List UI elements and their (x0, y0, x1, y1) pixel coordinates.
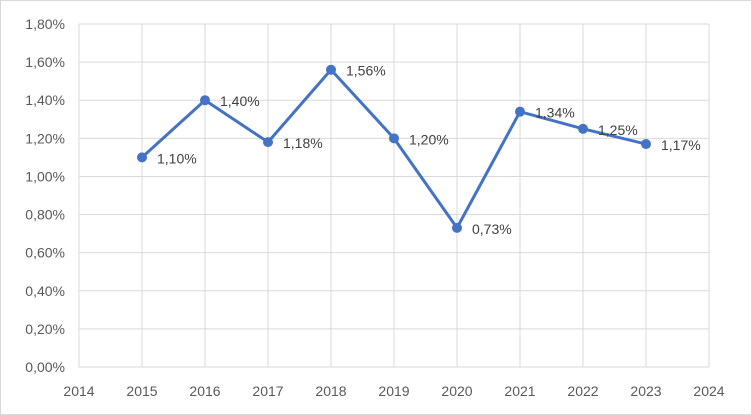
x-tick-label: 2022 (567, 383, 598, 399)
y-tick-label: 0,60% (25, 245, 65, 261)
x-tick-label: 2016 (189, 383, 220, 399)
data-label: 1,56% (346, 63, 386, 79)
y-tick-label: 0,20% (25, 321, 65, 337)
data-label: 1,25% (598, 122, 638, 138)
x-tick-label: 2019 (378, 383, 409, 399)
data-label: 1,34% (535, 105, 575, 121)
x-tick-label: 2023 (630, 383, 661, 399)
y-tick-label: 1,40% (25, 92, 65, 108)
x-tick-label: 2020 (441, 383, 472, 399)
data-label: 1,18% (283, 135, 323, 151)
data-point-marker (515, 106, 525, 117)
x-tick-label: 2014 (63, 383, 94, 399)
y-tick-label: 1,80% (25, 16, 65, 32)
data-label: 1,10% (157, 150, 197, 166)
data-point-marker (452, 222, 462, 233)
data-point-marker (137, 152, 147, 163)
data-point-marker (326, 64, 336, 75)
x-tick-label: 2021 (504, 383, 535, 399)
data-point-marker (578, 123, 588, 134)
x-tick-label: 2015 (126, 383, 157, 399)
data-point-marker (389, 133, 399, 144)
x-tick-label: 2017 (252, 383, 283, 399)
x-tick-label: 2024 (693, 383, 724, 399)
axes: 0,00% 0,20% 0,40% 0,60% 0,80% 1,00% 1,20% 1,40%… (25, 16, 724, 399)
y-tick-label: 1,20% (25, 130, 65, 146)
gridlines (78, 23, 710, 368)
data-series (137, 64, 651, 233)
y-tick-label: 0,80% (25, 207, 65, 223)
data-label: 1,20% (409, 131, 449, 147)
data-label: 1,40% (220, 93, 260, 109)
data-label: 0,73% (472, 221, 512, 237)
data-labels: 1,10% 1,40% 1,18% 1,56% 1,20% 0,73% 1,34% 1,25%… (157, 63, 701, 237)
y-tick-label: 1,60% (25, 54, 65, 70)
y-tick-label: 0,40% (25, 283, 65, 299)
y-tick-label: 1,00% (25, 168, 65, 184)
x-tick-label: 2018 (315, 383, 346, 399)
data-label: 1,17% (661, 137, 701, 153)
data-point-marker (263, 137, 273, 148)
data-point-marker (200, 95, 210, 106)
data-point-marker (641, 139, 651, 150)
y-tick-label: 0,00% (25, 359, 65, 375)
